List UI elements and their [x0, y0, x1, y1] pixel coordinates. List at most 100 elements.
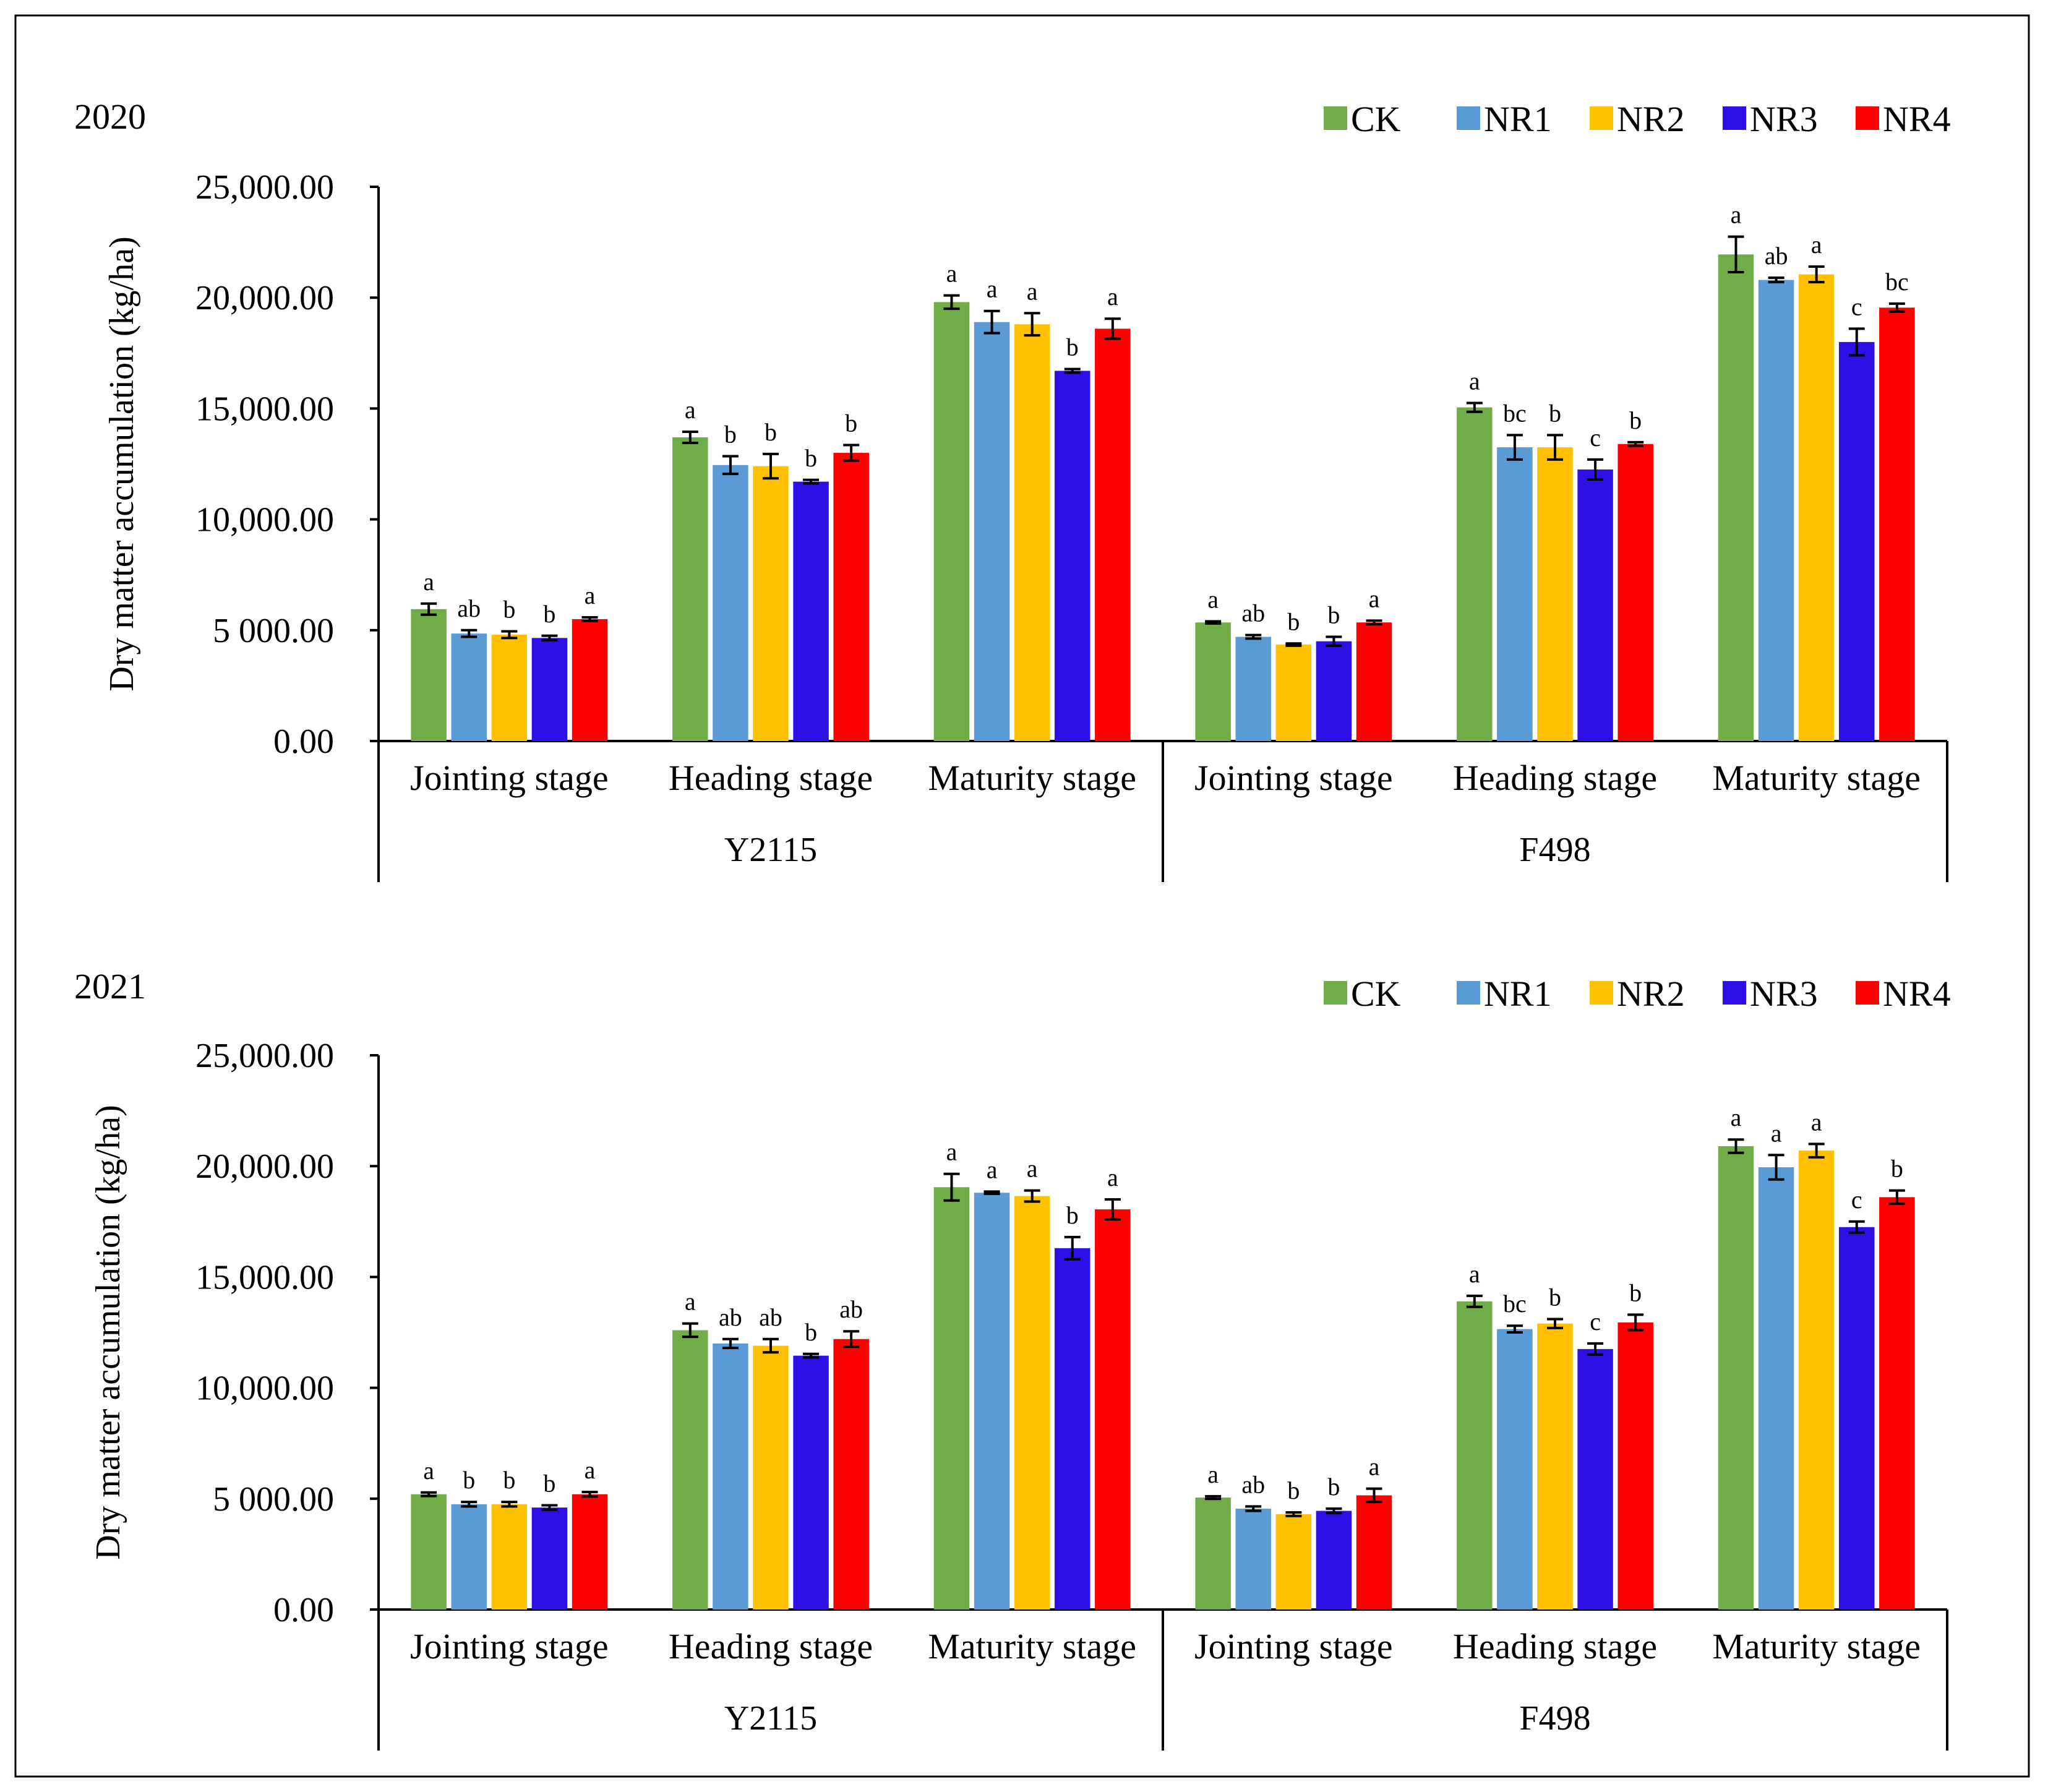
bar-NR2	[1275, 1514, 1312, 1610]
error-bar-NR4	[1366, 619, 1382, 626]
legend-item-NR1: NR1	[1457, 99, 1552, 139]
bar-CK	[1195, 1498, 1231, 1610]
error-bar-NR2	[1024, 312, 1040, 337]
error-bar-NR3	[541, 1504, 558, 1511]
category-label: Heading stage	[669, 1626, 873, 1666]
error-bar-NR3	[1064, 367, 1081, 374]
error-bar-NR4	[581, 616, 598, 622]
significance-label: bc	[1503, 399, 1527, 427]
error-bar-NR3	[1064, 1235, 1081, 1261]
bar-NR2	[491, 634, 528, 741]
legend-item-CK: CK	[1324, 974, 1401, 1014]
legend-swatch-NR4	[1856, 981, 1879, 1005]
bar-NR3	[1055, 1248, 1090, 1610]
error-bar-NR3	[1326, 1507, 1342, 1515]
error-bar-NR1	[1245, 633, 1262, 640]
significance-label: b	[1066, 333, 1079, 361]
error-bar-NR2	[1285, 642, 1302, 647]
error-bar-NR1	[1506, 434, 1523, 461]
legend-label-NR1: NR1	[1484, 974, 1552, 1014]
bar-NR2	[753, 466, 789, 741]
legend-item-NR2: NR2	[1590, 974, 1685, 1014]
significance-label: ab	[457, 594, 481, 622]
error-bar-CK	[1466, 1294, 1483, 1308]
category-label: Maturity stage	[1712, 758, 1921, 798]
bar-NR4	[833, 1339, 869, 1610]
legend-item-NR4: NR4	[1856, 99, 1951, 139]
legend-swatch-NR2	[1590, 106, 1613, 130]
bar-NR4	[1356, 622, 1392, 741]
legend-swatch-NR1	[1457, 981, 1480, 1005]
error-bar-CK	[943, 1172, 960, 1202]
legend-label-NR2: NR2	[1617, 99, 1685, 139]
y-tick-label: 0.00	[273, 722, 334, 761]
significance-label: a	[946, 260, 958, 288]
error-bar-NR1	[1768, 1154, 1785, 1181]
legend-item-NR3: NR3	[1723, 99, 1818, 139]
bar-CK	[1457, 407, 1493, 741]
significance-label: b	[1891, 1155, 1903, 1183]
bar-NR1	[1235, 637, 1271, 741]
significance-label: a	[423, 568, 434, 596]
y-tick-label: 25,000.00	[195, 168, 334, 207]
bar-NR1	[451, 1504, 487, 1610]
bar-CK	[1718, 254, 1754, 741]
error-bar-NR3	[803, 478, 820, 485]
significance-label: a	[987, 1155, 998, 1183]
chart-panel-2021: 2021 Dry matter accumulation (kg/ha) 0.00 5…	[74, 966, 1948, 1751]
group-label-F498: F498	[1519, 831, 1590, 869]
bar-NR3	[793, 481, 829, 741]
bar-CK	[1195, 622, 1231, 741]
bar-CK	[1457, 1301, 1493, 1610]
error-bar-NR2	[1285, 1511, 1302, 1517]
error-bar-NR4	[1104, 1198, 1121, 1221]
significance-label: b	[1549, 1283, 1561, 1311]
significance-label: b	[805, 444, 817, 472]
significance-label: ab	[759, 1303, 782, 1331]
y-tick-label: 20,000.00	[195, 279, 334, 317]
bar-NR4	[1095, 1209, 1131, 1610]
error-bar-NR1	[983, 1190, 1000, 1195]
error-bar-NR4	[843, 1330, 860, 1348]
significance-label: a	[946, 1138, 958, 1166]
significance-label: ab	[1241, 599, 1265, 627]
y-tick-label: 5 000.00	[213, 612, 334, 650]
bar-NR3	[1577, 469, 1613, 741]
error-bar-CK	[1466, 401, 1483, 413]
bar-NR4	[1617, 1322, 1653, 1610]
bar-NR1	[1497, 447, 1533, 741]
error-bar-NR1	[1768, 276, 1785, 284]
significance-label: ab	[839, 1295, 863, 1323]
error-bar-NR1	[722, 1337, 739, 1350]
significance-label: a	[685, 1288, 696, 1316]
error-bar-NR2	[501, 1501, 518, 1508]
bar-NR2	[1275, 645, 1312, 741]
legend: CK NR1 NR2 NR3 NR4	[1324, 99, 1951, 139]
bar-NR1	[1235, 1508, 1271, 1610]
significance-label: a	[1107, 1164, 1118, 1191]
y-axis-label: Dry matter accumulation (kg/ha)	[89, 1105, 127, 1560]
significance-label: a	[1027, 277, 1038, 305]
bar-NR3	[531, 638, 568, 741]
legend-label-NR4: NR4	[1883, 974, 1951, 1014]
significance-label: b	[1629, 406, 1642, 434]
category-label: Heading stage	[669, 758, 873, 798]
error-bar-CK	[1728, 1138, 1744, 1154]
significance-label: b	[1549, 399, 1561, 427]
legend-label-NR3: NR3	[1750, 99, 1818, 139]
legend: CK NR1 NR2 NR3 NR4	[1324, 974, 1951, 1014]
significance-label: b	[463, 1466, 475, 1494]
error-bar-NR3	[541, 634, 558, 641]
category-label: Jointing stage	[1194, 758, 1393, 798]
group-label-Y2115: Y2115	[724, 831, 817, 869]
chart-title: 2021	[74, 966, 146, 1006]
bar-NR1	[1758, 1167, 1794, 1610]
significance-label: c	[1590, 1308, 1601, 1335]
error-bar-CK	[1728, 235, 1744, 273]
error-bar-CK	[421, 1491, 437, 1498]
error-bar-CK	[1205, 1494, 1222, 1501]
significance-label: b	[1629, 1279, 1642, 1306]
error-bar-NR2	[763, 452, 779, 480]
significance-label: a	[1731, 201, 1742, 229]
bar-CK	[1718, 1146, 1754, 1610]
